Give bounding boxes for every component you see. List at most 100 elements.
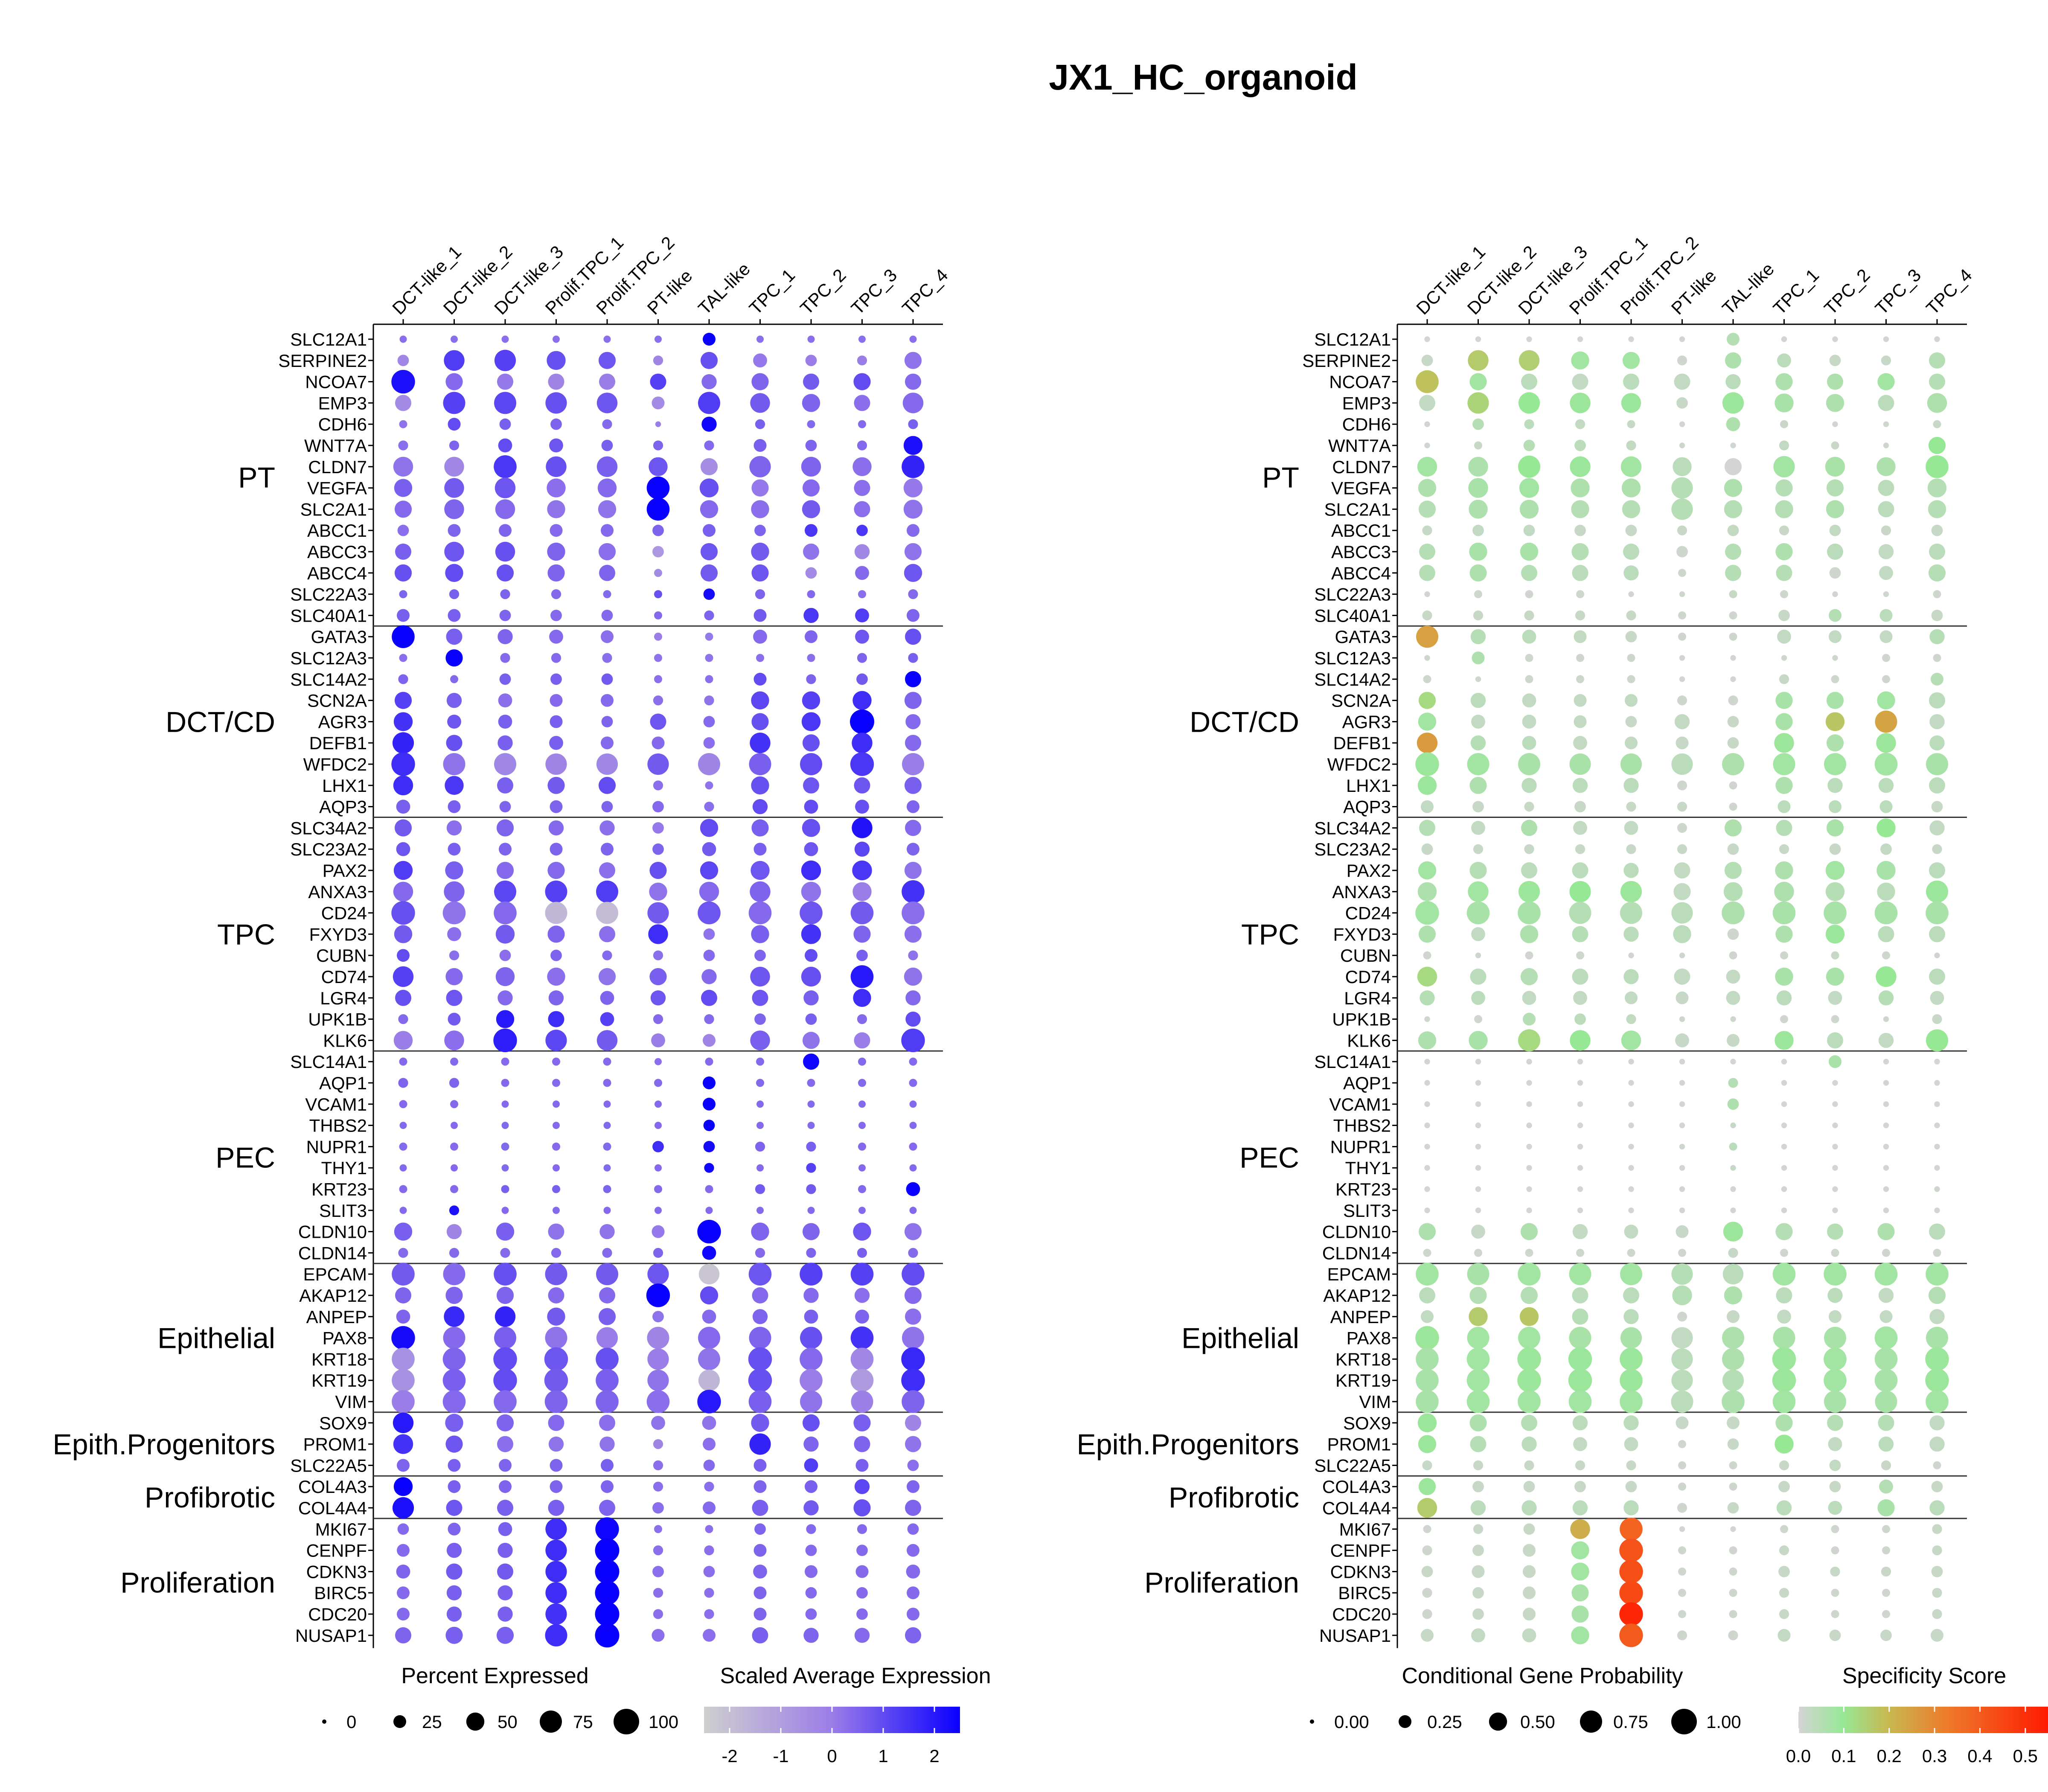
dot-abcc1 (1829, 524, 1841, 536)
dot-upk1b (857, 1014, 867, 1024)
dot-vegfa (1878, 480, 1894, 496)
dot-thbs2 (1577, 1122, 1583, 1129)
dot-vegfa (1671, 477, 1693, 499)
dot-cubn (1831, 951, 1839, 960)
dot-birc5 (1729, 1588, 1737, 1597)
dot-slc22a5 (804, 1458, 818, 1472)
dot-krt19 (596, 1369, 619, 1392)
dot-krt23 (1424, 1186, 1430, 1192)
dot-pax8 (1926, 1327, 1948, 1349)
dot-wfdc2 (443, 753, 465, 775)
dot-birc5 (595, 1580, 620, 1605)
dot-slit3 (1577, 1207, 1583, 1213)
gene-label: NUPR1 (306, 1137, 367, 1157)
dot-slc12a3 (1933, 654, 1941, 662)
dot-col4a3 (1625, 1481, 1637, 1492)
dot-slc22a3 (551, 589, 561, 599)
dot-slc14a2 (499, 673, 511, 685)
dot-aqp1 (1934, 1080, 1940, 1086)
dot-emp3 (698, 392, 720, 414)
dot-cldn14 (1474, 1248, 1482, 1257)
dot-thy1 (806, 1163, 816, 1173)
dot-defb1 (905, 735, 921, 751)
dot-aqp3 (907, 800, 919, 813)
gene-label: COL4A3 (298, 1477, 367, 1497)
dot-cdkn3 (1571, 1562, 1589, 1581)
dot-krt19 (544, 1368, 568, 1392)
dot-anpep (1727, 1310, 1740, 1323)
dot-prom1 (1418, 1435, 1437, 1453)
dot-cdc20 (1472, 1608, 1484, 1620)
dot-thy1 (451, 1164, 458, 1172)
dot-ncoa7 (905, 373, 921, 390)
dot-thbs2 (1781, 1122, 1787, 1129)
dot-gata3 (1522, 629, 1536, 644)
gene-label: UPK1B (308, 1009, 367, 1030)
color-bar-label: 2 (929, 1746, 939, 1766)
dot-epcam (698, 1264, 720, 1285)
dot-slc12a3 (1472, 652, 1485, 664)
dot-emp3 (750, 393, 770, 413)
dot-cdkn3 (1523, 1565, 1536, 1578)
dot-slc12a1 (399, 335, 407, 343)
dot-cenpf (595, 1538, 620, 1563)
dot-cubn (449, 950, 460, 960)
color-bar-label: -2 (721, 1746, 737, 1766)
dot-vegfa (1826, 479, 1844, 497)
dot-krt23 (1934, 1186, 1940, 1192)
dot-sox9 (1676, 1416, 1689, 1429)
dot-wfdc2 (800, 753, 822, 775)
dot-anpep (804, 1309, 818, 1324)
dot-emp3 (1775, 393, 1794, 413)
dot-vegfa (597, 478, 617, 497)
dot-cdc20 (497, 1606, 513, 1622)
dot-slit3 (909, 1207, 917, 1214)
dot-slc40a1 (803, 608, 819, 623)
dot-cenpf (653, 1545, 663, 1556)
dot-serpine2 (1829, 355, 1841, 367)
gene-label: ABCC3 (1331, 542, 1391, 562)
dot-cldn14 (1882, 1248, 1890, 1257)
dot-vegfa (444, 478, 464, 498)
dot-sox9 (802, 1414, 820, 1431)
size-legend-label: 1.00 (1706, 1712, 1741, 1732)
dot-thy1 (1577, 1165, 1583, 1171)
dot-cldn14 (1525, 1248, 1533, 1257)
dot-slc34a2 (496, 819, 514, 837)
dot-lgr4 (752, 989, 768, 1006)
gene-label: KRT19 (1335, 1370, 1391, 1391)
dot-sox9 (751, 1414, 769, 1432)
dot-serpine2 (1622, 352, 1640, 369)
dot-sox9 (1521, 1414, 1537, 1431)
dot-cldn7 (494, 455, 517, 478)
dot-cdc20 (1779, 1609, 1789, 1619)
dot-pax2 (751, 861, 770, 880)
dot-slc22a3 (1525, 590, 1533, 599)
dot-slit3 (858, 1207, 866, 1214)
dot-krt23 (806, 1184, 816, 1194)
dot-agr3 (447, 715, 461, 729)
dot-cdh6 (1726, 417, 1740, 431)
dot-epcam (748, 1263, 772, 1286)
dot-vcam1 (399, 1100, 407, 1108)
dot-klk6 (1775, 1031, 1794, 1050)
dot-gata3 (1470, 629, 1486, 644)
dot-slc14a1 (909, 1057, 917, 1066)
dot-upk1b (1780, 1015, 1788, 1024)
dot-cd74 (1674, 969, 1690, 985)
dot-upk1b (548, 1011, 564, 1027)
dot-lgr4 (1625, 991, 1638, 1004)
dot-scn2a (601, 694, 614, 707)
dot-lgr4 (497, 990, 513, 1006)
dot-cubn (1780, 951, 1788, 960)
dot-wnt7a (498, 438, 512, 453)
dot-agr3 (1825, 712, 1845, 731)
dot-gata3 (1879, 630, 1893, 643)
group-label: Proliferation (1144, 1566, 1299, 1599)
dot-thy1 (704, 1163, 714, 1173)
dot-fxyd3 (1623, 926, 1639, 942)
dot-krt18 (1671, 1348, 1693, 1370)
dot-lhx1 (751, 776, 769, 795)
dot-cdkn3 (1421, 1566, 1433, 1577)
dot-slc22a3 (1424, 591, 1430, 597)
